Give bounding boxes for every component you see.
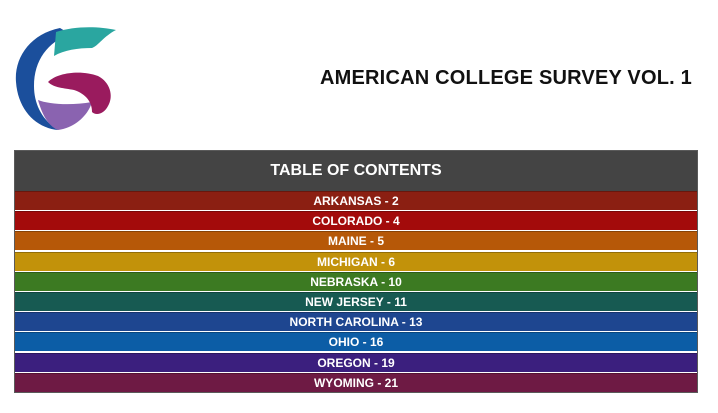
toc-entries: ARKANSAS - 2 COLORADO - 4 MAINE - 5 MICHIGA…	[15, 191, 697, 392]
toc-entry[interactable]: NEW JERSEY - 11	[15, 291, 697, 311]
logo-blue-arc	[15, 28, 70, 130]
stylized-g-logo-icon	[15, 27, 116, 130]
document-title: AMERICAN COLLEGE SURVEY VOL. 1	[320, 67, 692, 89]
toc-entry[interactable]: OREGON - 19	[15, 352, 697, 372]
toc-heading: TABLE OF CONTENTS	[15, 151, 697, 191]
toc-entry[interactable]: WYOMING - 21	[15, 372, 697, 392]
table-of-contents: TABLE OF CONTENTS ARKANSAS - 2 COLORADO -…	[14, 150, 698, 393]
toc-entry[interactable]: OHIO - 16	[15, 332, 697, 352]
toc-entry[interactable]: NEBRASKA - 10	[15, 271, 697, 291]
logo-magenta-blob	[48, 72, 111, 114]
toc-entry[interactable]: COLORADO - 4	[15, 211, 697, 231]
logo-purple-swoosh	[38, 100, 92, 130]
toc-entry[interactable]: ARKANSAS - 2	[15, 191, 697, 210]
toc-entry[interactable]: MAINE - 5	[15, 231, 697, 251]
toc-entry[interactable]: MICHIGAN - 6	[15, 251, 697, 271]
toc-entry[interactable]: NORTH CAROLINA - 13	[15, 312, 697, 332]
logo-teal-swoosh	[54, 27, 116, 56]
